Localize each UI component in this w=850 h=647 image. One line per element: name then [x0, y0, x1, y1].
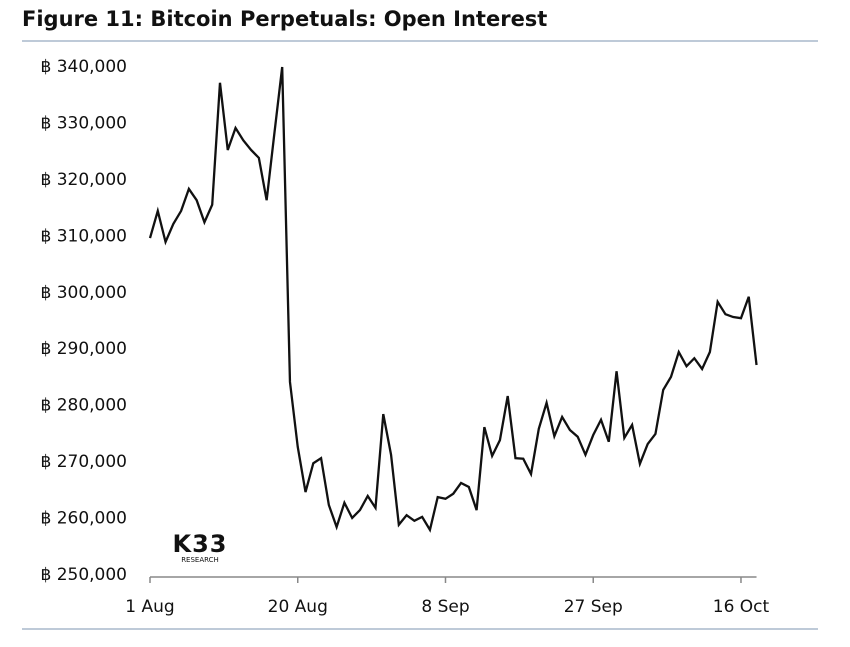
x-tick-label: 16 Oct	[713, 597, 770, 617]
y-tick-label: ฿ 250,000	[40, 565, 127, 585]
x-tick-label: 27 Sep	[564, 597, 623, 617]
y-tick-label: ฿ 270,000	[40, 452, 127, 472]
y-tick-label: ฿ 300,000	[40, 283, 127, 303]
x-tick-label: 1 Aug	[125, 597, 174, 617]
y-tick-label: ฿ 280,000	[40, 396, 127, 416]
y-tick-label: ฿ 310,000	[40, 226, 127, 246]
x-tick-label: 20 Aug	[268, 597, 328, 617]
y-tick-label: ฿ 320,000	[40, 170, 127, 190]
y-tick-label: ฿ 260,000	[40, 509, 127, 529]
logo-subtext: RESEARCH	[181, 556, 219, 564]
chart-title: Figure 11: Bitcoin Perpetuals: Open Inte…	[22, 7, 547, 31]
x-tick-label: 8 Sep	[421, 597, 469, 617]
data-line	[148, 66, 758, 533]
logo: K33	[173, 530, 228, 558]
y-tick-label: ฿ 330,000	[40, 113, 127, 133]
y-tick-label: ฿ 290,000	[40, 339, 127, 359]
y-tick-label: ฿ 340,000	[40, 57, 127, 77]
